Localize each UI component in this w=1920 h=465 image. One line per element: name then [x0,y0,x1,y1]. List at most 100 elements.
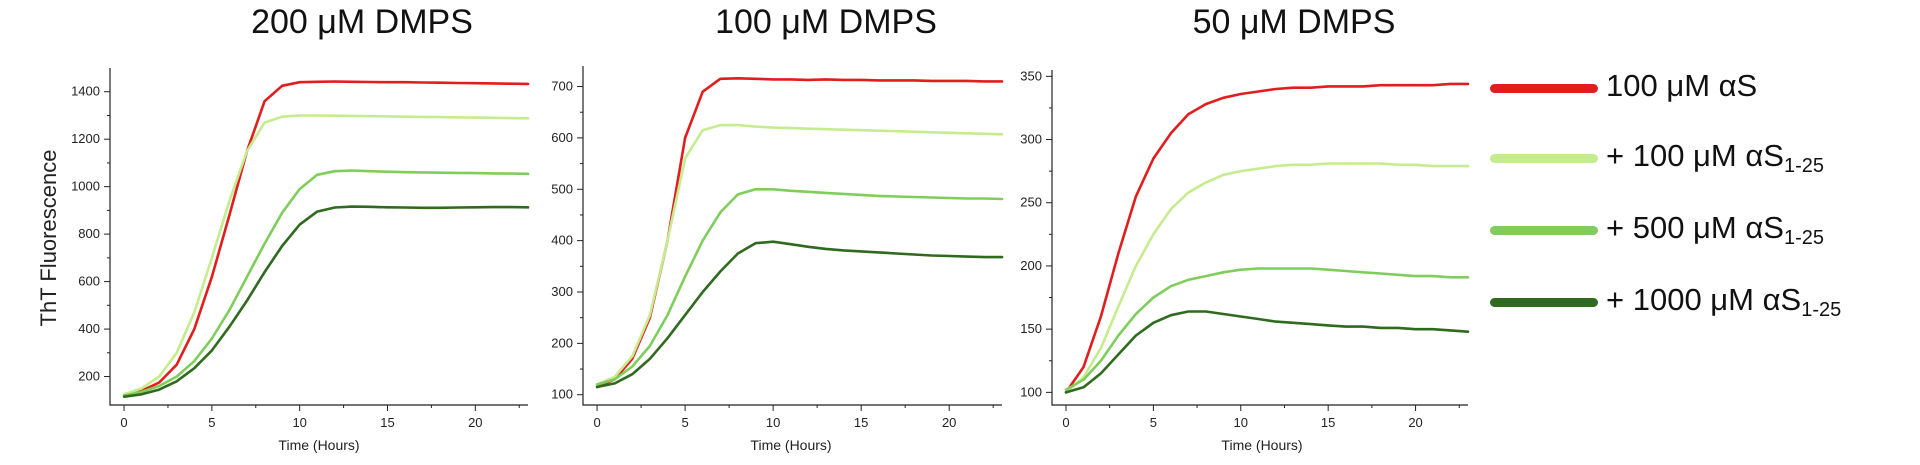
legend-label: + 500 μM αS1-25 [1606,210,1824,250]
data-point [298,188,301,190]
data-point [1222,174,1225,176]
data-point [1117,252,1120,255]
data-point [1204,310,1207,313]
legend-swatch [1490,83,1598,93]
data-point [684,314,686,316]
panel-100um-dmps: 100 μM DMPS Time (Hours) 0 5 10 15 20 100 200 3… [551,3,1004,453]
data-point [719,124,722,126]
data-point [1257,267,1260,270]
data-point [158,385,161,387]
data-point [421,81,424,84]
data-point [439,171,442,174]
x-axis-title: Time (Hours) [1221,437,1302,453]
data-point [1467,83,1469,85]
series-line [1064,310,1470,394]
data-point [631,365,634,368]
panel-title: 200 μM DMPS [251,3,473,41]
data-point [509,82,512,85]
data-point [930,80,933,82]
data-point [807,190,810,193]
data-point [983,80,986,83]
data-point [140,393,143,396]
data-point [895,79,898,82]
data-point [1065,391,1067,394]
series-line [122,80,530,397]
data-point [1309,323,1312,325]
data-point [456,206,459,209]
data-point [404,115,406,118]
data-point [1100,347,1102,349]
data-point [1135,265,1137,267]
axis-frame [1051,70,1468,406]
y-tick-label: 800 [78,226,100,241]
data-point [527,83,529,85]
data-point [1449,83,1452,85]
data-point [1239,93,1242,95]
data-point [316,210,319,213]
data-point [965,80,968,82]
data-point [1449,276,1452,279]
data-point [246,299,248,302]
data-point [983,197,986,200]
data-point [1001,256,1003,258]
legend: 100 μM αS + 100 μM αS1-25 + 500 μM αS1-2… [1490,60,1920,330]
data-point [1327,324,1330,327]
data-point [807,79,810,81]
data-point [1187,310,1190,313]
data-point [1204,103,1207,105]
data-point [228,309,231,311]
data-point [1414,163,1417,166]
data-point [948,131,951,134]
data-point [754,77,757,80]
y-tick-label: 200 [1020,258,1042,273]
data-point [1397,163,1399,166]
data-point [263,271,266,273]
data-point [175,363,178,366]
data-point [930,254,933,257]
data-point [1327,162,1330,165]
data-point [421,171,424,174]
series-line [595,77,1004,389]
data-point [737,252,739,255]
data-point [1170,208,1172,211]
data-point [1222,96,1225,99]
data-point [895,195,898,198]
legend-swatch [1490,225,1598,235]
legend-label-sub: 1-25 [1801,299,1842,321]
data-point [1100,315,1102,318]
data-point [386,115,389,118]
data-point [404,81,406,84]
data-point [877,195,880,197]
series-line [595,188,1004,386]
data-point [492,172,494,175]
data-point [474,206,477,209]
data-point [1379,272,1382,275]
y-tick-label: 400 [78,321,100,336]
legend-item: 100 μM αS [1490,68,1757,108]
data-point [1257,167,1260,170]
panel-50um-dmps: 50 μM DMPS Time (Hours) 0 5 10 15 20 100 150 20… [1020,3,1470,453]
x-tick-label: 20 [1408,415,1422,430]
data-point [527,206,529,209]
data-point [877,251,880,254]
data-point [1414,275,1417,277]
data-point [754,242,757,245]
data-point [666,337,669,340]
x-tick-label: 5 [681,415,688,430]
data-point [263,121,266,124]
data-point [527,172,529,175]
data-point [948,80,951,82]
series-line [1064,162,1470,394]
data-point [754,188,757,191]
data-point [281,211,283,214]
y-tick-label: 400 [551,233,573,248]
data-point [1100,359,1102,362]
data-point [439,206,442,209]
data-point [333,170,336,173]
data-point [948,197,951,199]
data-point [666,239,669,242]
data-point [211,257,213,259]
legend-label-sub: 1-25 [1783,155,1824,177]
data-point [474,82,477,85]
data-point [1292,86,1295,89]
